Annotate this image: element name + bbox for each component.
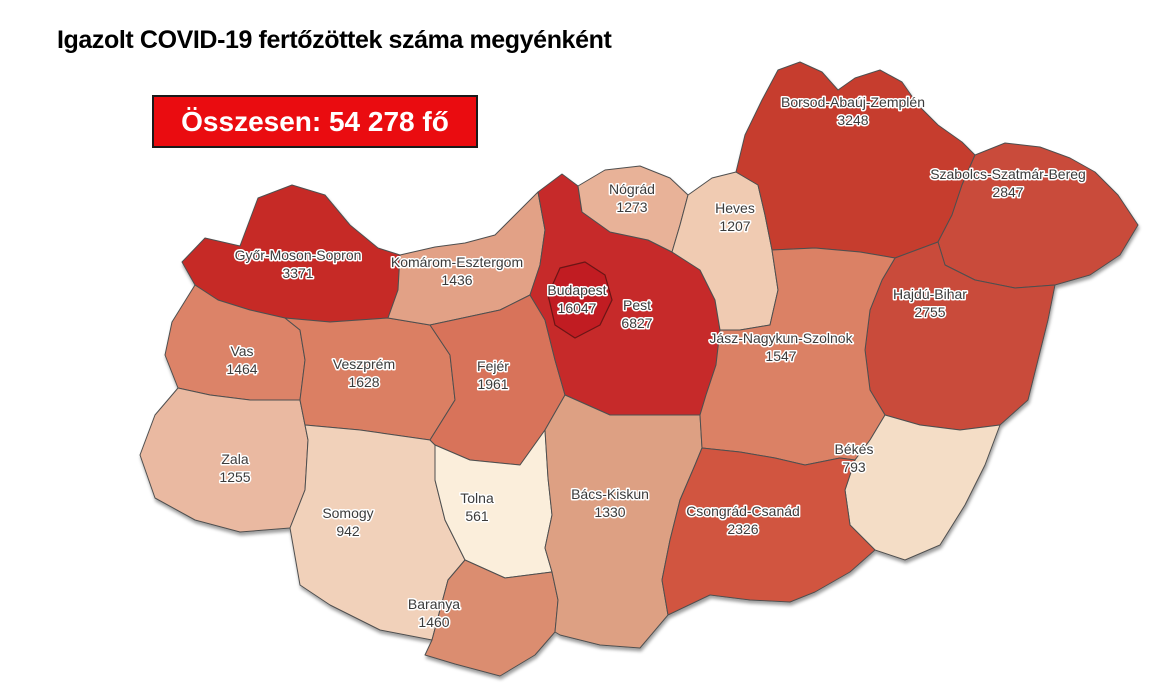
county-label-bacs-kiskun: Bács-Kiskun 1330 <box>570 485 651 522</box>
county-labels: Budapest 16047 Pest 6827 Győr-Moson-Sopr… <box>218 93 1088 632</box>
county-name: Hajdú-Bihar <box>893 286 967 302</box>
county-value: 1547 <box>765 348 796 364</box>
county-name: Jász-Nagykun-Szolnok <box>709 330 853 346</box>
page-title: Igazolt COVID-19 fertőzöttek száma megyé… <box>57 26 612 54</box>
county-label-baranya: Baranya 1460 <box>406 595 461 632</box>
county-name: Budapest <box>547 282 606 298</box>
county-name: Békés <box>835 441 874 457</box>
county-value: 6827 <box>621 315 652 331</box>
county-name: Fejér <box>477 358 509 374</box>
county-name: Győr-Moson-Sopron <box>235 247 362 263</box>
county-value: 1273 <box>616 199 647 215</box>
county-name: Nógrád <box>609 181 655 197</box>
county-label-borsod-abauj-zemplen: Borsod-Abaúj-Zemplén 3248 <box>780 93 927 130</box>
county-value: 16047 <box>558 300 597 316</box>
county-shape-jasz-nagykun-szolnok[interactable] <box>699 247 896 466</box>
county-shape-budapest[interactable] <box>547 261 613 339</box>
county-value: 1255 <box>219 469 250 485</box>
county-label-nograd: Nógrád 1273 <box>608 180 657 217</box>
county-label-komarom-esztergom: Komárom-Esztergom 1436 <box>389 253 524 290</box>
county-value: 561 <box>465 508 489 524</box>
county-name: Szabolcs-Szatmár-Bereg <box>930 166 1086 182</box>
county-value: 2326 <box>727 521 758 537</box>
county-value: 2755 <box>914 304 945 320</box>
county-value: 793 <box>842 459 866 475</box>
county-name: Heves <box>715 200 755 216</box>
county-label-budapest: Budapest 16047 <box>546 281 608 318</box>
county-value: 3248 <box>837 112 868 128</box>
county-value: 2847 <box>992 184 1023 200</box>
county-value: 1460 <box>418 614 449 630</box>
county-label-vas: Vas 1464 <box>225 342 259 379</box>
county-label-veszprem: Veszprém 1628 <box>331 355 396 392</box>
county-shape-szabolcs-szatmar-bereg[interactable] <box>937 142 1139 289</box>
county-label-gyor-moson-sopron: Győr-Moson-Sopron 3371 <box>233 246 363 283</box>
county-label-heves: Heves 1207 <box>714 199 757 236</box>
total-label: Összesen: 54 278 fő <box>181 105 449 137</box>
county-label-szabolcs-szatmar-bereg: Szabolcs-Szatmár-Bereg 2847 <box>929 165 1088 202</box>
county-name: Csongrád-Csanád <box>686 503 800 519</box>
county-label-zala: Zala 1255 <box>218 450 252 487</box>
county-value: 1464 <box>226 361 257 377</box>
county-name: Somogy <box>322 505 373 521</box>
county-value: 1961 <box>477 376 508 392</box>
county-name: Tolna <box>460 490 494 506</box>
county-label-fejer: Fejér 1961 <box>476 357 511 394</box>
county-name: Bács-Kiskun <box>571 486 649 502</box>
county-label-tolna: Tolna 561 <box>459 489 496 526</box>
county-label-csongrad-csanad: Csongrád-Csanád 2326 <box>685 502 802 539</box>
county-name: Veszprém <box>333 356 395 372</box>
county-name: Pest <box>623 297 651 313</box>
county-value: 1628 <box>348 374 379 390</box>
county-shapes <box>139 61 1139 677</box>
county-value: 1207 <box>719 218 750 234</box>
county-value: 1436 <box>441 272 472 288</box>
county-name: Baranya <box>408 596 460 612</box>
county-label-bekes: Békés 793 <box>833 440 875 477</box>
county-value: 1330 <box>594 504 625 520</box>
county-name: Borsod-Abaúj-Zemplén <box>781 94 925 110</box>
county-value: 942 <box>336 523 360 539</box>
county-label-jasz-nagykun-szolnok: Jász-Nagykun-Szolnok 1547 <box>708 329 855 366</box>
county-name: Zala <box>221 451 248 467</box>
county-name: Vas <box>230 343 253 359</box>
county-shape-csongrad-csanad[interactable] <box>661 447 876 616</box>
total-badge: Összesen: 54 278 fő <box>152 95 478 148</box>
county-name: Komárom-Esztergom <box>391 254 523 270</box>
county-value: 3371 <box>282 265 313 281</box>
county-label-hajdu-bihar: Hajdú-Bihar 2755 <box>892 285 969 322</box>
county-label-pest: Pest 6827 <box>620 296 654 333</box>
county-shape-borsod-abauj-zemplen[interactable] <box>735 61 976 259</box>
county-label-somogy: Somogy 942 <box>321 504 375 541</box>
